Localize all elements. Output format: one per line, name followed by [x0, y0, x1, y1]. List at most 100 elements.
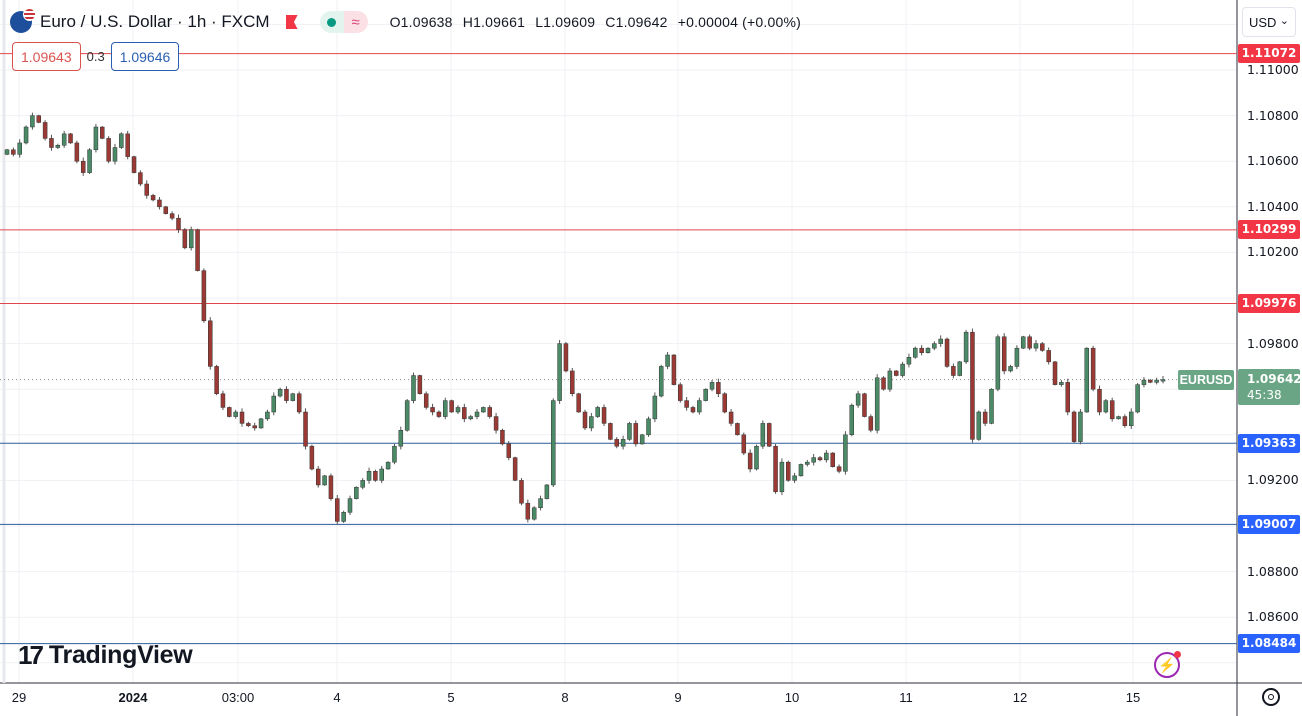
candle-down [881, 377, 886, 390]
candle-down [252, 425, 257, 429]
candle-down [919, 347, 924, 353]
candle-up [646, 418, 651, 436]
candle-up [404, 400, 410, 431]
candle-up [627, 423, 632, 440]
time-tick-label: 15 [1125, 690, 1141, 705]
candle-up [119, 133, 124, 148]
candle-up [1033, 343, 1039, 349]
candle-up [1160, 379, 1166, 382]
candle-down [741, 434, 747, 454]
candle-down [309, 445, 315, 470]
candle-up [265, 411, 270, 420]
time-tick-label: 5 [447, 690, 455, 705]
price-tick-label: 1.10400 [1247, 198, 1299, 214]
candle-down [315, 468, 321, 486]
candle-down [570, 370, 575, 395]
candle-up [913, 347, 918, 358]
candle-down [1052, 361, 1058, 385]
candle-down [328, 475, 334, 499]
candle-down [1001, 336, 1007, 372]
candle-up [906, 357, 912, 365]
lightning-icon[interactable]: ⚡ [1154, 651, 1181, 678]
candle-up [4, 149, 10, 155]
candle-up [341, 512, 346, 522]
candle-down [169, 213, 175, 219]
candle-up [233, 411, 238, 417]
flag-icon[interactable] [285, 15, 298, 29]
candle-down [49, 138, 54, 148]
candle-up [595, 407, 600, 417]
candle-up [1116, 416, 1121, 420]
candle-down [335, 498, 340, 522]
candle-down [284, 388, 289, 401]
candle-up [760, 423, 766, 447]
candle-up [87, 149, 92, 173]
candle-down [131, 156, 137, 173]
chart-header: Euro / U.S. Dollar · 1h · FXCM ≈ O1.0963… [10, 8, 807, 36]
price-tick-label: 1.10600 [1247, 153, 1299, 169]
candle-down [576, 393, 581, 413]
candle-up [1059, 382, 1064, 385]
candle-up [855, 393, 861, 406]
candle-down [836, 466, 842, 472]
candle-down [506, 443, 512, 458]
candle-down [868, 416, 874, 431]
candle-down [227, 407, 232, 417]
symbol-label: EURUSD [1178, 370, 1234, 390]
sell-button[interactable]: 1.09643 [12, 42, 81, 71]
candle-down [862, 393, 867, 417]
candle-up [93, 126, 99, 151]
currency-dropdown[interactable]: USD ⌄ [1242, 7, 1296, 37]
symbol-title[interactable]: Euro / U.S. Dollar · 1h · FXCM [40, 12, 270, 31]
candle-down [716, 382, 721, 395]
time-tick-label: 4 [333, 690, 341, 705]
candle-down [1122, 416, 1128, 426]
candle-down [608, 423, 613, 440]
candle-up [23, 126, 29, 144]
candle-up [1021, 336, 1026, 349]
candle-up [411, 375, 416, 401]
candle-up [811, 457, 816, 463]
candle-up [1103, 400, 1109, 413]
time-tick-label: 2024 [118, 690, 148, 705]
candle-down [487, 407, 492, 417]
market-open-dot-icon [319, 11, 344, 33]
candle-up [366, 471, 372, 481]
spread-value: 0.3 [86, 49, 105, 64]
candle-down [970, 331, 975, 440]
candle-up [557, 343, 562, 401]
quote-panel: 1.09643 0.3 1.09646 [12, 42, 180, 71]
candle-down [423, 393, 429, 408]
candle-down [163, 206, 169, 214]
candle-up [779, 461, 785, 493]
candle-up [754, 445, 759, 470]
candle-up [30, 115, 35, 128]
candle-up [900, 363, 905, 376]
tradingview-logo[interactable]: 17 TradingView [18, 640, 193, 671]
change-value: +0.00004 (+0.00%) [677, 14, 801, 30]
candle-up [392, 445, 397, 463]
candle-up [538, 498, 543, 509]
candle-down [303, 411, 308, 447]
support-price-label: 1.09007 [1238, 514, 1300, 534]
resistance-price-label: 1.11072 [1238, 44, 1300, 64]
candle-up [963, 331, 969, 363]
candle-up [957, 361, 962, 376]
candle-down [512, 457, 518, 481]
candle-down [239, 411, 245, 424]
candle-down [1109, 400, 1115, 420]
candle-down [296, 393, 302, 413]
candle-up [1008, 366, 1013, 372]
buy-button[interactable]: 1.09646 [110, 42, 180, 71]
candle-down [80, 160, 86, 173]
candle-up [665, 354, 670, 367]
market-status-pill[interactable]: ≈ [319, 11, 368, 33]
currency-label: USD [1249, 15, 1277, 30]
price-tick-label: 1.10800 [1247, 107, 1299, 123]
candle-down [678, 384, 683, 401]
candle-up [188, 229, 194, 249]
chart-settings-icon[interactable] [1262, 688, 1280, 706]
candle-down [430, 407, 435, 413]
candle-down [671, 354, 677, 385]
